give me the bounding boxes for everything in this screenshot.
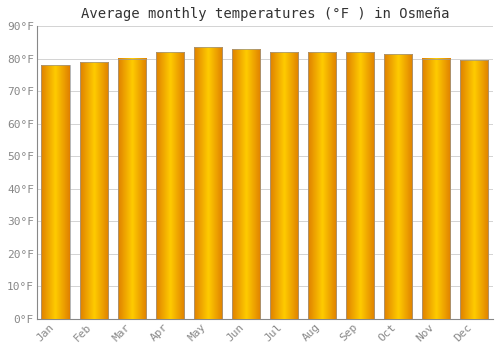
Bar <box>460 61 488 319</box>
Bar <box>308 52 336 319</box>
Bar <box>194 47 222 319</box>
Bar <box>42 65 70 319</box>
Title: Average monthly temperatures (°F ) in Osmeña: Average monthly temperatures (°F ) in Os… <box>80 7 449 21</box>
Bar <box>118 59 146 319</box>
Bar <box>156 52 184 319</box>
Bar <box>422 59 450 319</box>
Bar <box>80 62 108 319</box>
Bar <box>232 49 260 319</box>
Bar <box>270 52 298 319</box>
Bar <box>384 54 412 319</box>
Bar <box>346 52 374 319</box>
